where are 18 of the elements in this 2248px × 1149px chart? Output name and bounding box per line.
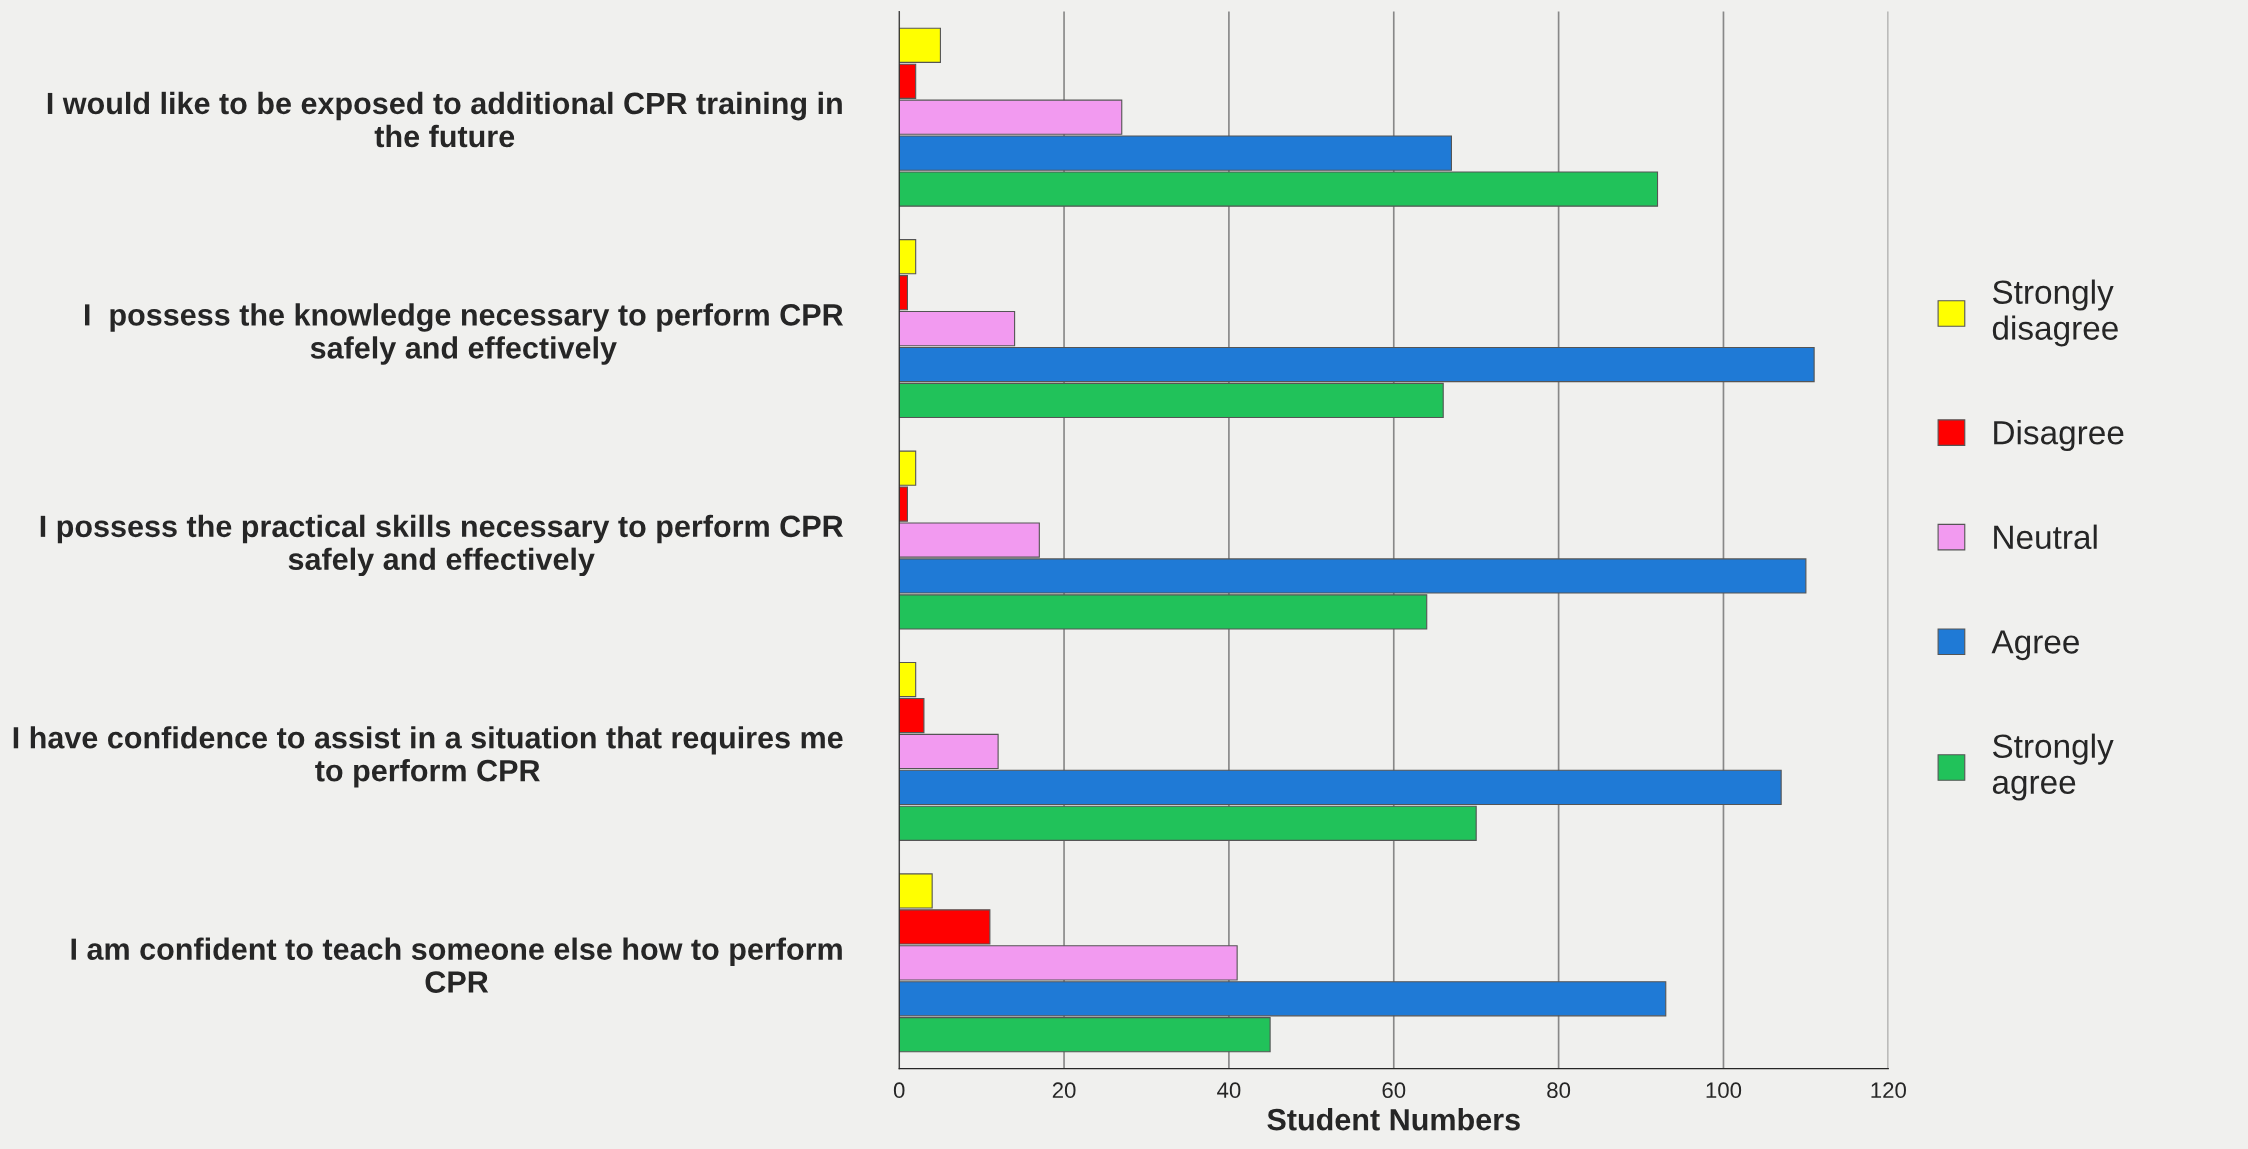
x-tick-label: 0 xyxy=(893,1082,905,1099)
x-tick-label: 100 xyxy=(1706,1082,1742,1099)
x-tick-label: 120 xyxy=(1871,1082,1906,1099)
x-tick-label: 40 xyxy=(1217,1082,1241,1099)
x-axis-title: Student Numbers xyxy=(1267,1108,1520,1131)
y-tick-label: I have confidence to assist in a situation that requires me to perform CPR xyxy=(13,726,843,788)
y-tick-label: I would like to be exposed to additional CPR training in the future xyxy=(47,91,842,148)
x-tick-label: 20 xyxy=(1052,1082,1076,1099)
legend-label: Strongly disagree xyxy=(1992,279,2118,347)
x-tick-label: 60 xyxy=(1382,1082,1406,1099)
legend-label: Agree xyxy=(1991,630,2079,661)
legend-label: Disagree xyxy=(1994,420,2124,452)
y-tick-label: I possess the knowledge necessary to perform CPR safely and effectively xyxy=(85,303,844,365)
y-tick-label: I possess the practical skills necessary to perform CPR safely and effectively xyxy=(40,514,844,577)
legend-label: Neutral xyxy=(1994,524,2097,550)
y-tick-label: I am confident to teach someone else how to perform CPR xyxy=(71,937,842,993)
legend-label: Strongly agree xyxy=(1992,733,2114,801)
x-tick-label: 80 xyxy=(1547,1082,1571,1099)
